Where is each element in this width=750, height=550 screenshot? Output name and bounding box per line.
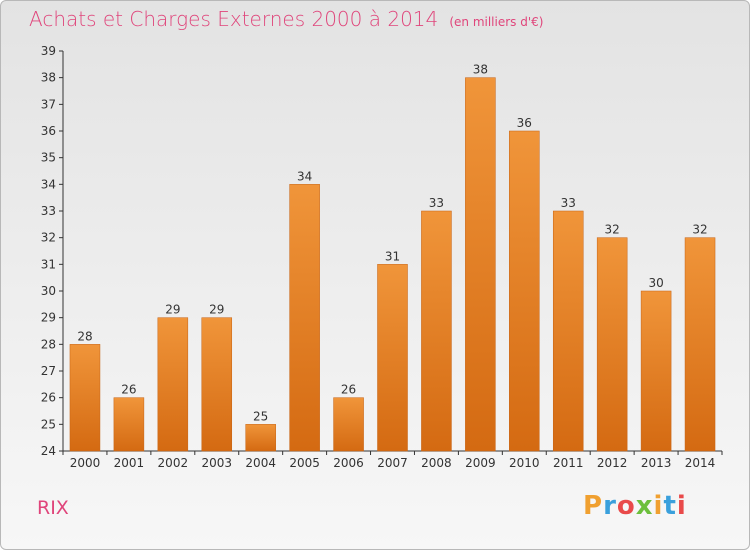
proxiti-logo[interactable]: Proxiti bbox=[583, 491, 687, 521]
bar-2013 bbox=[640, 290, 672, 452]
bar-2012 bbox=[596, 237, 628, 452]
bar-2005 bbox=[289, 184, 320, 452]
value-label-2012: 32 bbox=[605, 223, 620, 237]
value-label-2003: 29 bbox=[209, 303, 224, 317]
x-tick-label-2006: 2006 bbox=[333, 456, 364, 470]
bar-2009 bbox=[465, 77, 496, 452]
value-label-2006: 26 bbox=[341, 383, 356, 397]
y-tick-label: 27 bbox=[41, 364, 56, 378]
bar-2004 bbox=[245, 424, 276, 452]
y-tick-label: 30 bbox=[41, 284, 56, 298]
y-tick-label: 36 bbox=[41, 124, 56, 138]
x-tick-label-2000: 2000 bbox=[70, 456, 101, 470]
value-label-2010: 36 bbox=[517, 116, 532, 130]
chart-title-block: Achats et Charges Externes 2000 à 2014 (… bbox=[29, 7, 543, 31]
y-tick-label: 34 bbox=[41, 177, 56, 191]
bar-2014 bbox=[684, 237, 716, 452]
y-tick-label: 32 bbox=[41, 231, 56, 245]
x-tick-label-2003: 2003 bbox=[201, 456, 232, 470]
value-label-2014: 32 bbox=[692, 223, 707, 237]
y-tick-label: 33 bbox=[41, 204, 56, 218]
x-tick-label-2005: 2005 bbox=[289, 456, 320, 470]
value-label-2011: 33 bbox=[561, 196, 576, 210]
chart-bars bbox=[69, 77, 716, 452]
value-label-2001: 26 bbox=[121, 383, 136, 397]
x-tick-label-2002: 2002 bbox=[158, 456, 189, 470]
y-tick-label: 24 bbox=[41, 444, 56, 458]
value-label-2013: 30 bbox=[648, 276, 663, 290]
chart-title: Achats et Charges Externes 2000 à 2014 bbox=[29, 7, 439, 31]
y-tick-label: 31 bbox=[41, 257, 56, 271]
value-label-2007: 31 bbox=[385, 249, 400, 263]
x-tick-label-2008: 2008 bbox=[421, 456, 452, 470]
value-label-2005: 34 bbox=[297, 169, 312, 183]
value-label-2008: 33 bbox=[429, 196, 444, 210]
chart-subtitle: (en milliers d'€) bbox=[449, 15, 544, 29]
y-tick-label: 35 bbox=[41, 151, 56, 165]
y-tick-label: 25 bbox=[41, 417, 56, 431]
y-tick-label: 39 bbox=[41, 44, 56, 58]
y-tick-label: 37 bbox=[41, 97, 56, 111]
bar-2000 bbox=[69, 344, 101, 452]
chart-axes: 24 25 26 27 28 29 30 31 32 33 34 35 36 37 38 39 bbox=[41, 44, 723, 458]
bar-2002 bbox=[157, 317, 189, 452]
bar-2011 bbox=[552, 210, 584, 452]
chart-labels: 28 2000 26 2001 29 2002 29 2003 25 2004 34 2005 26 20… bbox=[70, 63, 716, 470]
x-tick-label-2012: 2012 bbox=[597, 456, 628, 470]
x-tick-label-2013: 2013 bbox=[641, 456, 672, 470]
x-tick-label-2010: 2010 bbox=[509, 456, 540, 470]
value-label-2000: 28 bbox=[77, 329, 92, 343]
y-tick-label: 26 bbox=[41, 391, 56, 405]
value-label-2004: 25 bbox=[253, 409, 268, 423]
x-tick-label-2011: 2011 bbox=[553, 456, 584, 470]
y-tick-label: 29 bbox=[41, 311, 56, 325]
commune-name: RIX bbox=[37, 497, 69, 519]
x-tick-label-2009: 2009 bbox=[465, 456, 496, 470]
x-tick-label-2004: 2004 bbox=[245, 456, 276, 470]
x-tick-label-2001: 2001 bbox=[114, 456, 145, 470]
bar-2006 bbox=[333, 397, 364, 452]
y-tick-label: 38 bbox=[41, 71, 56, 85]
y-tick-label: 28 bbox=[41, 337, 56, 351]
bar-2003 bbox=[201, 317, 233, 452]
bar-2001 bbox=[113, 397, 145, 452]
x-tick-label-2014: 2014 bbox=[685, 456, 716, 470]
x-tick-label-2007: 2007 bbox=[377, 456, 408, 470]
bar-2007 bbox=[377, 264, 408, 452]
value-label-2009: 38 bbox=[473, 63, 488, 77]
bar-2010 bbox=[509, 130, 540, 452]
bar-2008 bbox=[421, 210, 452, 452]
value-label-2002: 29 bbox=[165, 303, 180, 317]
